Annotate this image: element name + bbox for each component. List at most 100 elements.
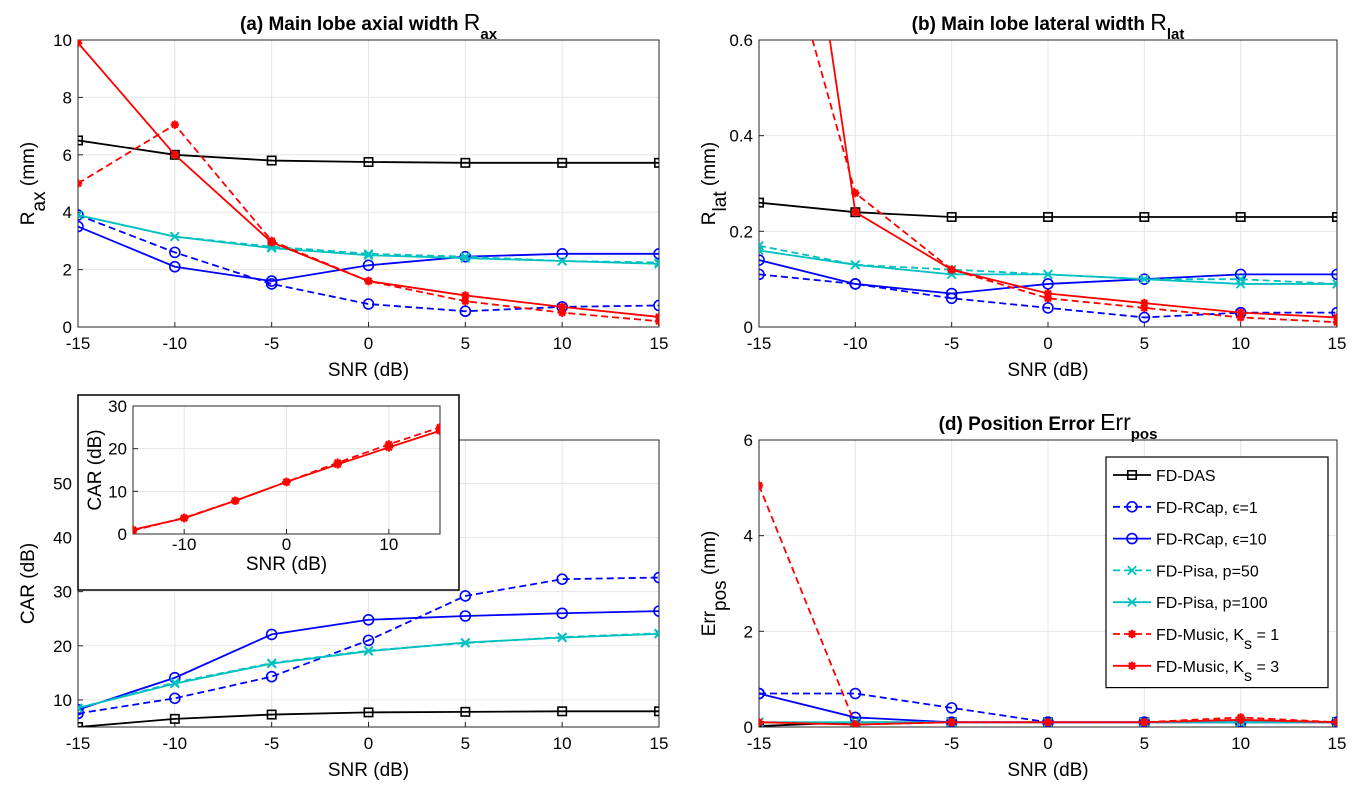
x-tick-label: 0 (1043, 734, 1052, 753)
chart-title: (d) Position Error Errpos (939, 409, 1158, 443)
data-point (1043, 718, 1053, 727)
data-point (556, 607, 568, 620)
y-tick-label: 6 (744, 431, 753, 450)
series-line (78, 225, 659, 282)
data-point (78, 703, 83, 713)
data-point (362, 613, 375, 626)
data-point (557, 256, 568, 266)
data-point (265, 628, 278, 641)
x-tick-label: -15 (747, 334, 772, 353)
data-point (169, 260, 181, 273)
series-group-c-inset (133, 423, 440, 534)
inset-frame (77, 394, 460, 591)
x-tick-label: 0 (1043, 334, 1052, 353)
data-point (364, 276, 373, 286)
legend-marker (1127, 565, 1137, 576)
data-point (947, 265, 956, 274)
y-tick-label: 0 (744, 718, 753, 737)
legend-marker (1127, 469, 1138, 480)
series-line (78, 576, 659, 715)
data-point (363, 248, 374, 259)
data-point (459, 590, 472, 602)
legend-marker (1127, 629, 1137, 639)
x-axis-label: SNR (dB) (1007, 760, 1088, 781)
x-axis-label: SNR (dB) (246, 554, 327, 575)
data-point (1332, 313, 1337, 322)
data-point (170, 150, 180, 159)
data-point (460, 637, 471, 648)
x-axis-label: SNR (dB) (328, 760, 409, 781)
series-line (78, 610, 659, 711)
legend-marker (1126, 500, 1138, 513)
data-point (460, 157, 471, 168)
x-tick-label: -10 (843, 334, 868, 353)
data-point (266, 709, 277, 720)
data-point (266, 658, 277, 669)
[object SVGGElement]: FD-Pisa, p=100 (1156, 595, 1268, 612)
y-tick-label: 4 (63, 203, 72, 222)
data-point (654, 259, 659, 269)
data-point (169, 692, 181, 705)
data-point (231, 496, 240, 505)
y-tick-label: 40 (53, 528, 72, 547)
chart-title: (b) Main lobe lateral width Rlat (912, 9, 1185, 43)
data-point (362, 298, 375, 310)
x-tick-label: -10 (843, 734, 868, 753)
[object SVGGElement]: Rax (mm) (18, 142, 50, 225)
data-point (1139, 274, 1150, 285)
data-point (653, 605, 659, 617)
series-line (78, 710, 659, 727)
legend: FD-DAS FD-RCap, ϵ=1 FD-RCap, ϵ=10 FD-Pisa, … (1105, 456, 1329, 689)
data-point (1139, 211, 1150, 222)
data-point (1043, 211, 1054, 222)
data-point (557, 308, 567, 317)
x-tick-label: 10 (1231, 334, 1250, 353)
data-point (653, 157, 659, 168)
[object SVGGElement]: FD-Music, Ks = 3 (1156, 659, 1279, 685)
chart-panel-b: -15 -10 -5 0 5 10 15 0 0.2 0.4 0.6 SNR (dB) Rlat (mm… (699, 9, 1346, 381)
data-point (459, 610, 472, 622)
data-point (759, 268, 765, 281)
data-point (1332, 279, 1337, 289)
data-point (849, 278, 862, 290)
y-tick-label: 20 (108, 440, 127, 459)
x-tick-label: 10 (553, 334, 572, 353)
data-point (1138, 311, 1151, 324)
x-tick-label: -5 (944, 734, 959, 753)
data-point (653, 248, 659, 260)
data-point (169, 231, 180, 242)
data-point (759, 254, 765, 266)
data-point (363, 156, 374, 167)
data-point (461, 291, 470, 300)
data-point (654, 629, 659, 639)
data-point (78, 179, 83, 188)
data-point (363, 250, 374, 261)
data-point (282, 477, 291, 487)
[object SVGGElement]: CAR (dB) (18, 543, 39, 624)
data-point (759, 245, 764, 256)
data-point (1236, 308, 1245, 317)
y-tick-label: 30 (108, 397, 127, 416)
series-group-a (78, 40, 659, 326)
data-point (759, 481, 764, 490)
y-tick-label: 30 (53, 583, 72, 602)
[object SVGGElement]: FD-RCap, ϵ=10 (1156, 532, 1267, 549)
x-tick-label: -5 (944, 334, 959, 353)
x-tick-label: -10 (163, 734, 188, 753)
data-point (267, 238, 276, 247)
[object SVGGElement]: Rlat (mm) (699, 142, 731, 225)
data-point (556, 248, 568, 260)
data-point (1235, 211, 1246, 222)
legend-item: FD-Pisa, p=50 (1113, 563, 1259, 580)
data-point (850, 259, 861, 270)
x-tick-label: -15 (747, 734, 772, 753)
data-point (654, 312, 659, 322)
x-tick-label: 0 (282, 535, 291, 554)
data-point (362, 259, 375, 272)
x-tick-label: 15 (650, 334, 669, 353)
series-line (759, 259, 1337, 295)
x-tick-label: 0 (364, 734, 373, 753)
data-point (78, 135, 84, 146)
